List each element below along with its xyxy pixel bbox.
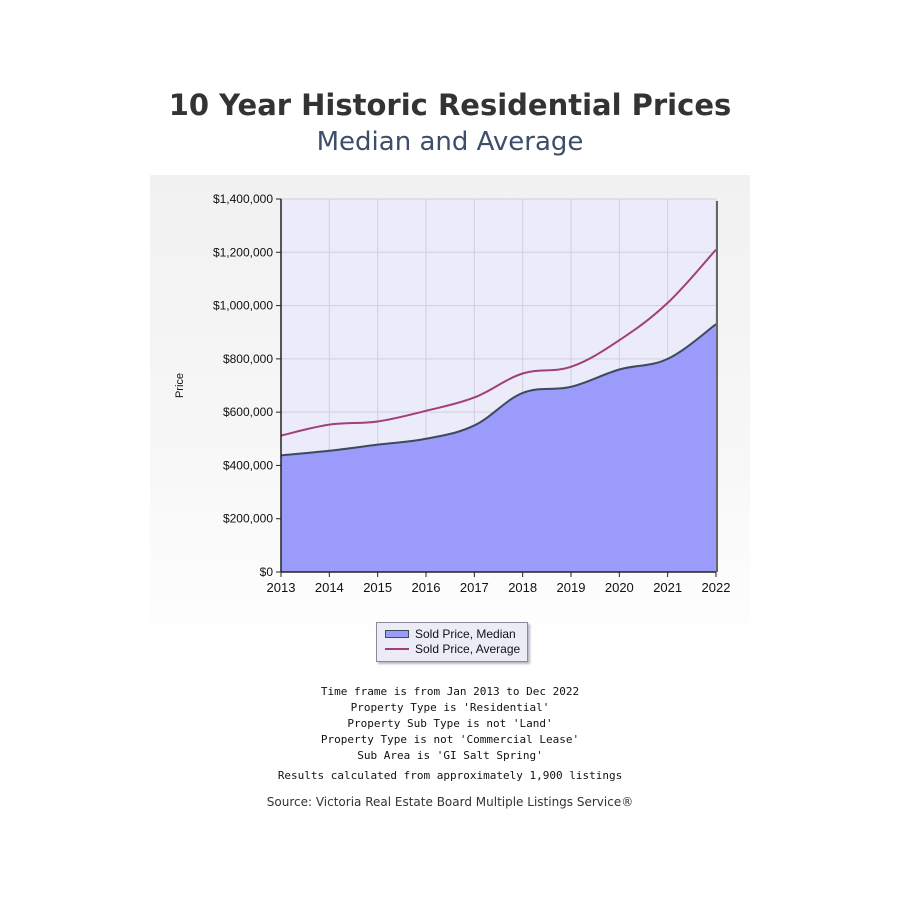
- chart-subtitle: Median and Average: [316, 127, 584, 157]
- note-line: Sub Area is 'GI Salt Spring': [357, 749, 543, 762]
- legend-item-median: Sold Price, Median: [385, 627, 516, 641]
- y-axis-label: Price: [174, 373, 186, 398]
- y-tick-label: $0: [260, 565, 274, 579]
- legend-label-median: Sold Price, Median: [415, 627, 516, 641]
- source-note: Source: Victoria Real Estate Board Multi…: [266, 795, 634, 809]
- x-tick-label: 2015: [363, 580, 392, 595]
- note-line: Time frame is from Jan 2013 to Dec 2022: [320, 685, 580, 698]
- x-tick-label: 2021: [653, 580, 682, 595]
- chart-title: 10 Year Historic Residential Prices: [168, 88, 732, 122]
- x-tick-label: 2020: [605, 580, 634, 595]
- legend-swatch-median: [385, 630, 409, 638]
- y-tick-label: $1,000,000: [213, 299, 273, 313]
- series-median-line: [280, 323, 717, 457]
- y-tick-label: $1,400,000: [213, 192, 273, 206]
- x-tick-label: 2022: [702, 580, 731, 595]
- series-average-line: [280, 248, 717, 437]
- x-tick-label: 2019: [557, 580, 586, 595]
- chart-legend: Sold Price, Median Sold Price, Average: [376, 622, 528, 662]
- note-line: Property Sub Type is not 'Land': [347, 717, 553, 730]
- x-tick-label: 2018: [508, 580, 537, 595]
- x-tick-label: 2016: [412, 580, 441, 595]
- x-tick-label: 2017: [460, 580, 489, 595]
- x-tick-label: 2014: [315, 580, 344, 595]
- y-tick-label: $800,000: [223, 352, 273, 366]
- note-line: Property Type is 'Residential': [350, 701, 550, 714]
- series-median-area: [281, 324, 716, 572]
- y-tick-label: $600,000: [223, 405, 273, 419]
- note-line: Property Type is not 'Commercial Lease': [320, 733, 580, 746]
- chart-panel: $0 $200,000 $400,000 $600,000 $800,000 $1,000…: [150, 175, 750, 665]
- x-tick-label: 2013: [267, 580, 296, 595]
- results-note: Results calculated from approximately 1,…: [277, 769, 623, 782]
- y-tick-label: $400,000: [223, 458, 273, 472]
- y-tick-label: $200,000: [223, 512, 273, 526]
- criteria-notes: Time frame is from Jan 2013 to Dec 2022 …: [0, 684, 900, 784]
- price-chart: $0 $200,000 $400,000 $600,000 $800,000 $1,000…: [174, 192, 731, 595]
- legend-label-average: Sold Price, Average: [415, 642, 521, 656]
- legend-swatch-average: [385, 648, 409, 650]
- y-tick-label: $1,200,000: [213, 245, 273, 259]
- legend-item-average: Sold Price, Average: [385, 642, 520, 656]
